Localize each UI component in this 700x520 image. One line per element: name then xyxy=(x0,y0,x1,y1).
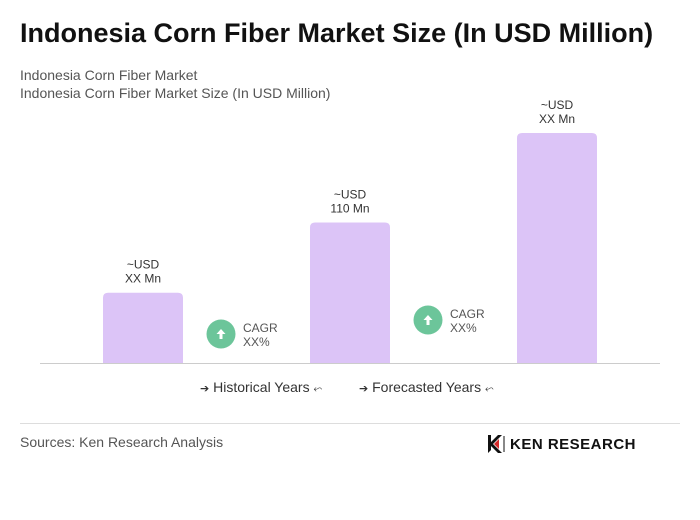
cagr-badge-1-label: CAGR xyxy=(243,321,278,335)
legend-historical-label: Historical Years xyxy=(213,379,310,395)
bar-1-data-label: XX Mn xyxy=(125,272,161,286)
chart-subtitle-market: Indonesia Corn Fiber Market xyxy=(20,67,198,83)
bar-1 xyxy=(103,292,183,363)
chart-subtitle-measure: Indonesia Corn Fiber Market Size (In USD… xyxy=(20,85,331,101)
legend-historical: ➔ Historical Years ⬿ xyxy=(200,379,322,396)
bar-2-data-label: ~USD xyxy=(334,187,367,201)
arrow-up-icon xyxy=(216,329,226,339)
ken-research-logo: KEN RESEARCH xyxy=(486,433,636,455)
bar-3 xyxy=(517,133,597,363)
cagr-badge-1-label: XX% xyxy=(243,335,270,349)
arrow-left-icon: ⬿ xyxy=(313,383,323,395)
cagr-badge-2-label: XX% xyxy=(450,321,477,335)
footer-divider xyxy=(20,423,680,424)
arrow-right-icon: ➔ xyxy=(359,383,369,395)
bar-2-data-label: 110 Mn xyxy=(330,201,369,215)
bar-2 xyxy=(310,222,390,363)
bar-3-data-label: ~USD xyxy=(541,98,574,112)
sources-note: Sources: Ken Research Analysis xyxy=(20,434,224,450)
cagr-badge-2-label: CAGR xyxy=(450,307,485,321)
legend-forecasted-label: Forecasted Years xyxy=(372,379,482,395)
legend-forecasted: ➔ Forecasted Years ⬿ xyxy=(359,379,494,396)
ken-logo-text: KEN RESEARCH xyxy=(510,435,637,453)
arrow-left-icon: ⬿ xyxy=(484,383,494,395)
chart-title: Indonesia Corn Fiber Market Size (In USD… xyxy=(20,18,654,48)
bar-1-data-label: ~USD xyxy=(127,258,160,272)
arrow-right-icon: ➔ xyxy=(200,383,210,395)
ken-logo-icon xyxy=(488,435,505,453)
arrow-up-icon xyxy=(423,315,433,325)
bar-3-data-label: XX Mn xyxy=(539,112,575,126)
